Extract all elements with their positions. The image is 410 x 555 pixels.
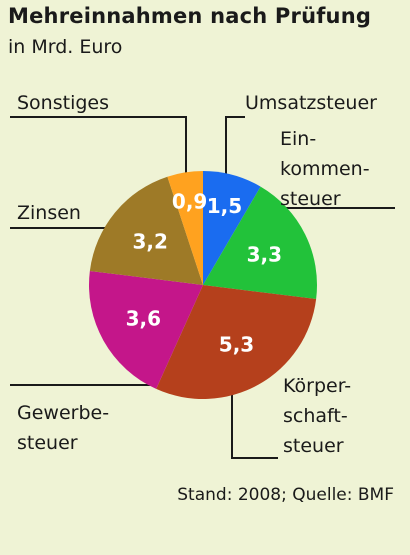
- label-umsatzsteuer: Umsatzsteuer: [245, 92, 377, 114]
- label-einkommensteuer: Ein- kommen- steuer: [280, 128, 370, 210]
- pie-slice-gewerbesteuer: [88, 270, 203, 389]
- chart-title: Mehreinnahmen nach Prüfung: [8, 4, 372, 28]
- leader-line-sonstiges: [10, 116, 187, 178]
- pie-slice-koerperschaftsteuer: [156, 285, 317, 400]
- value-label-sonstiges: 0,9: [172, 190, 207, 214]
- value-label-umsatzsteuer: 1,5: [207, 194, 242, 218]
- source-note: Stand: 2008; Quelle: BMF: [177, 485, 394, 505]
- value-label-zinsen: 3,2: [132, 230, 167, 254]
- leader-line-umsatzsteuer: [225, 116, 245, 178]
- value-label-gewerbesteuer: 3,6: [126, 307, 161, 331]
- pie-slice-einkommensteuer: [203, 186, 317, 300]
- chart-subtitle: in Mrd. Euro: [8, 36, 123, 58]
- label-sonstiges: Sonstiges: [17, 92, 110, 114]
- value-label-koerperschaftsteuer: 5,3: [219, 333, 254, 357]
- pie-slice-sonstiges: [167, 171, 203, 285]
- label-zinsen: Zinsen: [17, 202, 81, 224]
- label-gewerbesteuer: Gewerbe- steuer: [17, 402, 110, 454]
- leader-line-koerperschaftsteuer: [231, 387, 278, 459]
- value-label-einkommensteuer: 3,3: [247, 243, 282, 267]
- pie-slice-zinsen: [89, 176, 203, 285]
- pie-slice-umsatzsteuer: [203, 171, 261, 285]
- label-koerperschaftsteuer: Körper- schaft- steuer: [283, 375, 352, 457]
